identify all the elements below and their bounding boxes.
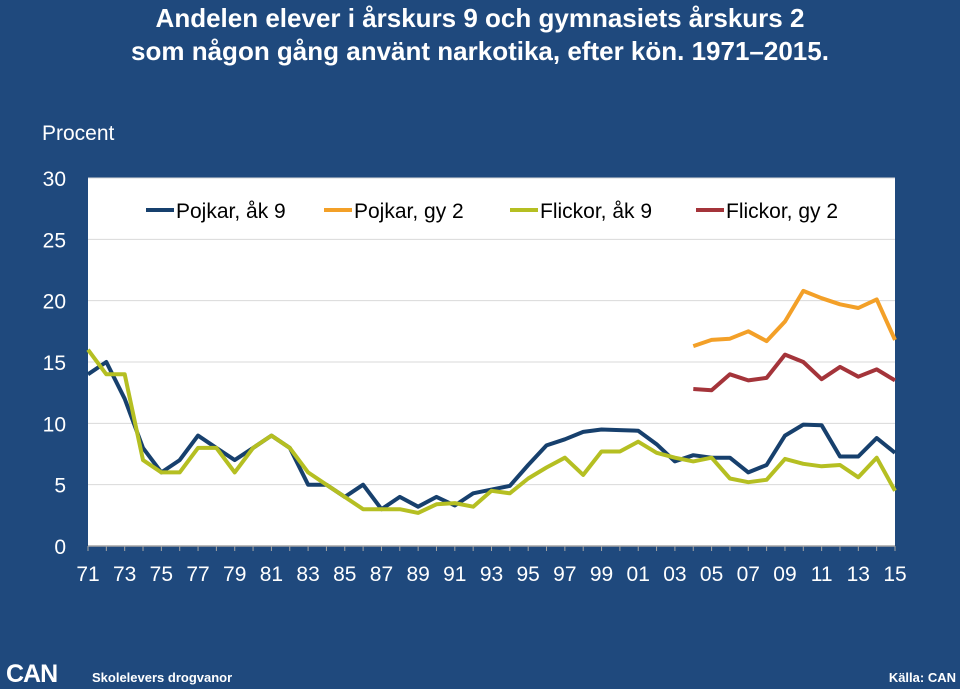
series-line-3: [693, 352, 897, 393]
x-tick-label-93: 93: [480, 563, 503, 586]
x-tick-label-07: 07: [737, 563, 760, 586]
x-tick-label-03: 03: [663, 563, 686, 586]
x-tick-label-79: 79: [223, 563, 246, 586]
y-tick-label-5: 5: [54, 475, 66, 498]
legend-label-0: Pojkar, åk 9: [176, 200, 286, 223]
x-tick-label-89: 89: [406, 563, 429, 586]
footer-subtitle: Skolelevers drogvanor: [92, 670, 233, 685]
can-logo: CAN: [6, 660, 58, 688]
x-tick-label-99: 99: [590, 563, 613, 586]
series-line-2: [86, 348, 897, 515]
x-tick-label-81: 81: [260, 563, 283, 586]
series-line-1: [692, 288, 897, 348]
x-tick-label-95: 95: [517, 563, 540, 586]
x-tick-label-11: 11: [811, 563, 833, 586]
x-tick-label-05: 05: [700, 563, 723, 586]
x-tick-label-73: 73: [113, 563, 136, 586]
y-axis-unit-label: Procent: [42, 122, 115, 145]
legend-label-1: Pojkar, gy 2: [354, 200, 464, 223]
x-tick-label-83: 83: [296, 563, 319, 586]
x-tick-label-87: 87: [370, 563, 393, 586]
y-tick-label-30: 30: [43, 168, 66, 191]
y-tick-label-0: 0: [54, 536, 66, 559]
x-tick-label-09: 09: [773, 563, 796, 586]
y-tick-label-25: 25: [43, 229, 66, 252]
y-tick-label-15: 15: [43, 352, 66, 375]
x-tick-label-97: 97: [553, 563, 576, 586]
x-tick-label-85: 85: [333, 563, 356, 586]
x-tick-label-01: 01: [627, 563, 650, 586]
x-tick-label-91: 91: [443, 563, 466, 586]
y-tick-label-20: 20: [43, 291, 66, 314]
footer-source: Källa: CAN: [888, 670, 956, 685]
chart-title-line-2: som någon gång använt narkotika, efter k…: [131, 36, 829, 66]
chart-title-line-1: Andelen elever i årskurs 9 och gymnasiet…: [155, 3, 805, 33]
legend-label-3: Flickor, gy 2: [726, 200, 838, 223]
legend-label-2: Flickor, åk 9: [540, 200, 652, 223]
chart-title: Andelen elever i årskurs 9 och gymnasiet…: [0, 2, 960, 68]
y-tick-label-10: 10: [43, 413, 66, 436]
x-tick-label-15: 15: [883, 563, 906, 586]
x-tick-label-13: 13: [847, 563, 870, 586]
x-tick-label-71: 71: [76, 563, 99, 586]
x-tick-label-77: 77: [186, 563, 209, 586]
x-tick-label-75: 75: [150, 563, 173, 586]
